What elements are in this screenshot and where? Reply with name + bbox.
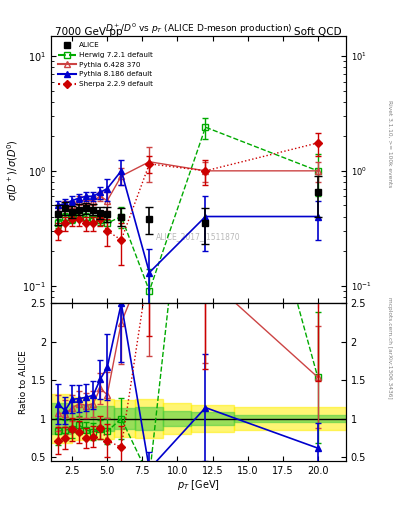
Y-axis label: $\sigma(D^+)/\sigma(D^0)$: $\sigma(D^+)/\sigma(D^0)$: [5, 139, 20, 201]
Bar: [233, 407, 346, 430]
Bar: [191, 405, 233, 433]
Text: Rivet 3.1.10, >= 100k events: Rivet 3.1.10, >= 100k events: [387, 100, 392, 187]
Bar: [163, 403, 191, 434]
Text: Soft QCD: Soft QCD: [294, 27, 342, 37]
Bar: [72, 405, 93, 433]
Bar: [93, 407, 114, 431]
Y-axis label: Ratio to ALICE: Ratio to ALICE: [19, 350, 28, 414]
Bar: [93, 399, 114, 439]
Legend: ALICE, Herwig 7.2.1 default, Pythia 6.428 370, Pythia 8.186 default, Sherpa 2.2.: ALICE, Herwig 7.2.1 default, Pythia 6.42…: [55, 39, 156, 90]
Text: mcplots.cern.ch [arXiv:1306.3436]: mcplots.cern.ch [arXiv:1306.3436]: [387, 297, 392, 399]
X-axis label: $p_T$ [GeV]: $p_T$ [GeV]: [177, 478, 220, 493]
Text: 7000 GeV pp: 7000 GeV pp: [55, 27, 123, 37]
Bar: [163, 411, 191, 426]
Bar: [191, 413, 233, 425]
Bar: [51, 403, 72, 434]
Title: $D^+/D^0$ vs $p_T$ (ALICE D-meson production): $D^+/D^0$ vs $p_T$ (ALICE D-meson produc…: [105, 22, 292, 36]
Bar: [135, 399, 163, 438]
Bar: [72, 397, 93, 440]
Bar: [135, 407, 163, 430]
Bar: [114, 408, 135, 430]
Text: ALICE_2017_I1511870: ALICE_2017_I1511870: [156, 232, 241, 241]
Bar: [51, 394, 72, 443]
Bar: [114, 400, 135, 437]
Bar: [233, 415, 346, 422]
